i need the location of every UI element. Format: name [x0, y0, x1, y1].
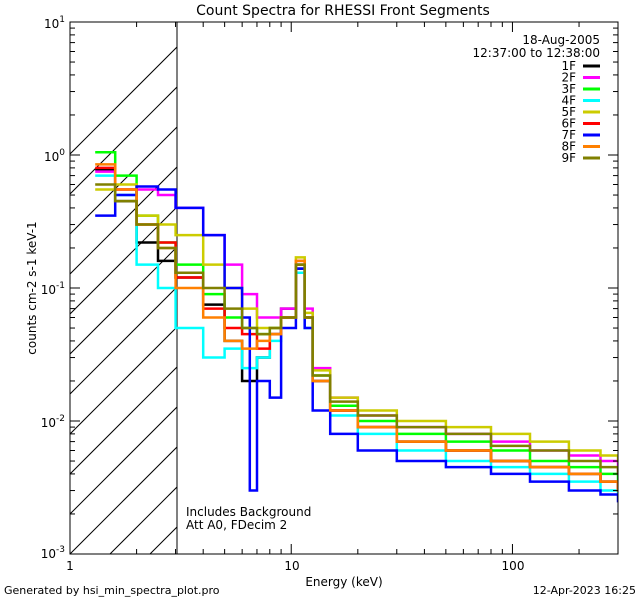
- series-line-7F: [95, 185, 618, 503]
- legend-label-6F: 6F: [561, 117, 576, 131]
- hatch-line: [70, 406, 177, 515]
- x-tick-label-100: 100: [502, 559, 525, 573]
- hatch-line: [430, 0, 640, 554]
- legend-label-3F: 3F: [561, 82, 576, 96]
- hatch-line: [70, 246, 177, 355]
- x-axis-label: Energy (keV): [305, 575, 382, 589]
- hatch-line: [70, 206, 177, 315]
- legend-label-8F: 8F: [561, 140, 576, 154]
- y-tick-label-1e-1: 10-1: [41, 281, 65, 297]
- annotation-background: Includes Background: [186, 505, 311, 519]
- legend-label-9F: 9F: [561, 151, 576, 165]
- series-line-4F: [95, 174, 618, 496]
- y-tick-exponent: 1: [59, 15, 65, 25]
- date-label: 18-Aug-2005: [522, 33, 600, 47]
- hatch-line: [70, 366, 177, 475]
- y-tick-label-text: 10: [41, 283, 56, 297]
- hatch-line: [270, 0, 640, 554]
- y-tick-label-1e1: 101: [44, 15, 65, 31]
- y-tick-exponent: 0: [59, 148, 65, 158]
- hatch-line: [70, 446, 177, 554]
- legend-label-5F: 5F: [561, 105, 576, 119]
- y-tick-label-1e-3: 10-3: [41, 545, 65, 561]
- y-tick-label-text: 10: [41, 547, 56, 561]
- y-tick-label-1e0: 100: [44, 148, 65, 164]
- series-line-5F: [95, 183, 618, 463]
- legend-label-7F: 7F: [561, 128, 576, 142]
- y-tick-label-text: 10: [44, 150, 59, 164]
- hatch-line: [390, 0, 640, 554]
- legend-label-4F: 4F: [561, 94, 576, 108]
- y-tick-label-text: 10: [44, 17, 59, 31]
- time-range-label: 12:37:00 to 12:38:00: [473, 46, 600, 60]
- y-tick-label-1e-2: 10-2: [41, 414, 65, 430]
- y-tick-label-text: 10: [41, 416, 56, 430]
- y-tick-exponent: -1: [56, 281, 65, 291]
- series-line-9F: [95, 183, 618, 476]
- y-tick-exponent: -2: [56, 414, 65, 424]
- hatched-region: [70, 0, 640, 554]
- axis-ticks: [69, 22, 619, 555]
- x-tick-label-1: 1: [66, 559, 74, 573]
- x-tick-label-10: 10: [284, 559, 299, 573]
- chart-title: Count Spectra for RHESSI Front Segments: [196, 3, 490, 19]
- legend-label-2F: 2F: [561, 71, 576, 85]
- footer-generated-by: Generated by hsi_min_spectra_plot.pro: [4, 584, 220, 597]
- y-tick-labels: 101 100 10-1 10-2 10-3: [41, 15, 66, 561]
- y-axis-label: counts cm-2 s-1 keV-1: [25, 221, 39, 354]
- hatch-line: [470, 0, 640, 554]
- hatch-line: [70, 286, 177, 395]
- annotation-attenuator: Att A0, FDecim 2: [186, 518, 287, 532]
- legend-label-1F: 1F: [561, 59, 576, 73]
- hatch-line: [70, 166, 177, 275]
- hatch-line: [70, 326, 177, 435]
- hatch-line: [70, 86, 177, 195]
- hatch-line: [230, 0, 640, 554]
- footer-timestamp: 12-Apr-2023 16:25: [532, 584, 636, 597]
- hatch-line: [350, 0, 640, 554]
- y-tick-exponent: -3: [56, 545, 65, 555]
- hatch-line: [590, 0, 640, 554]
- hatch-line: [70, 46, 177, 155]
- hatch-line: [310, 0, 640, 554]
